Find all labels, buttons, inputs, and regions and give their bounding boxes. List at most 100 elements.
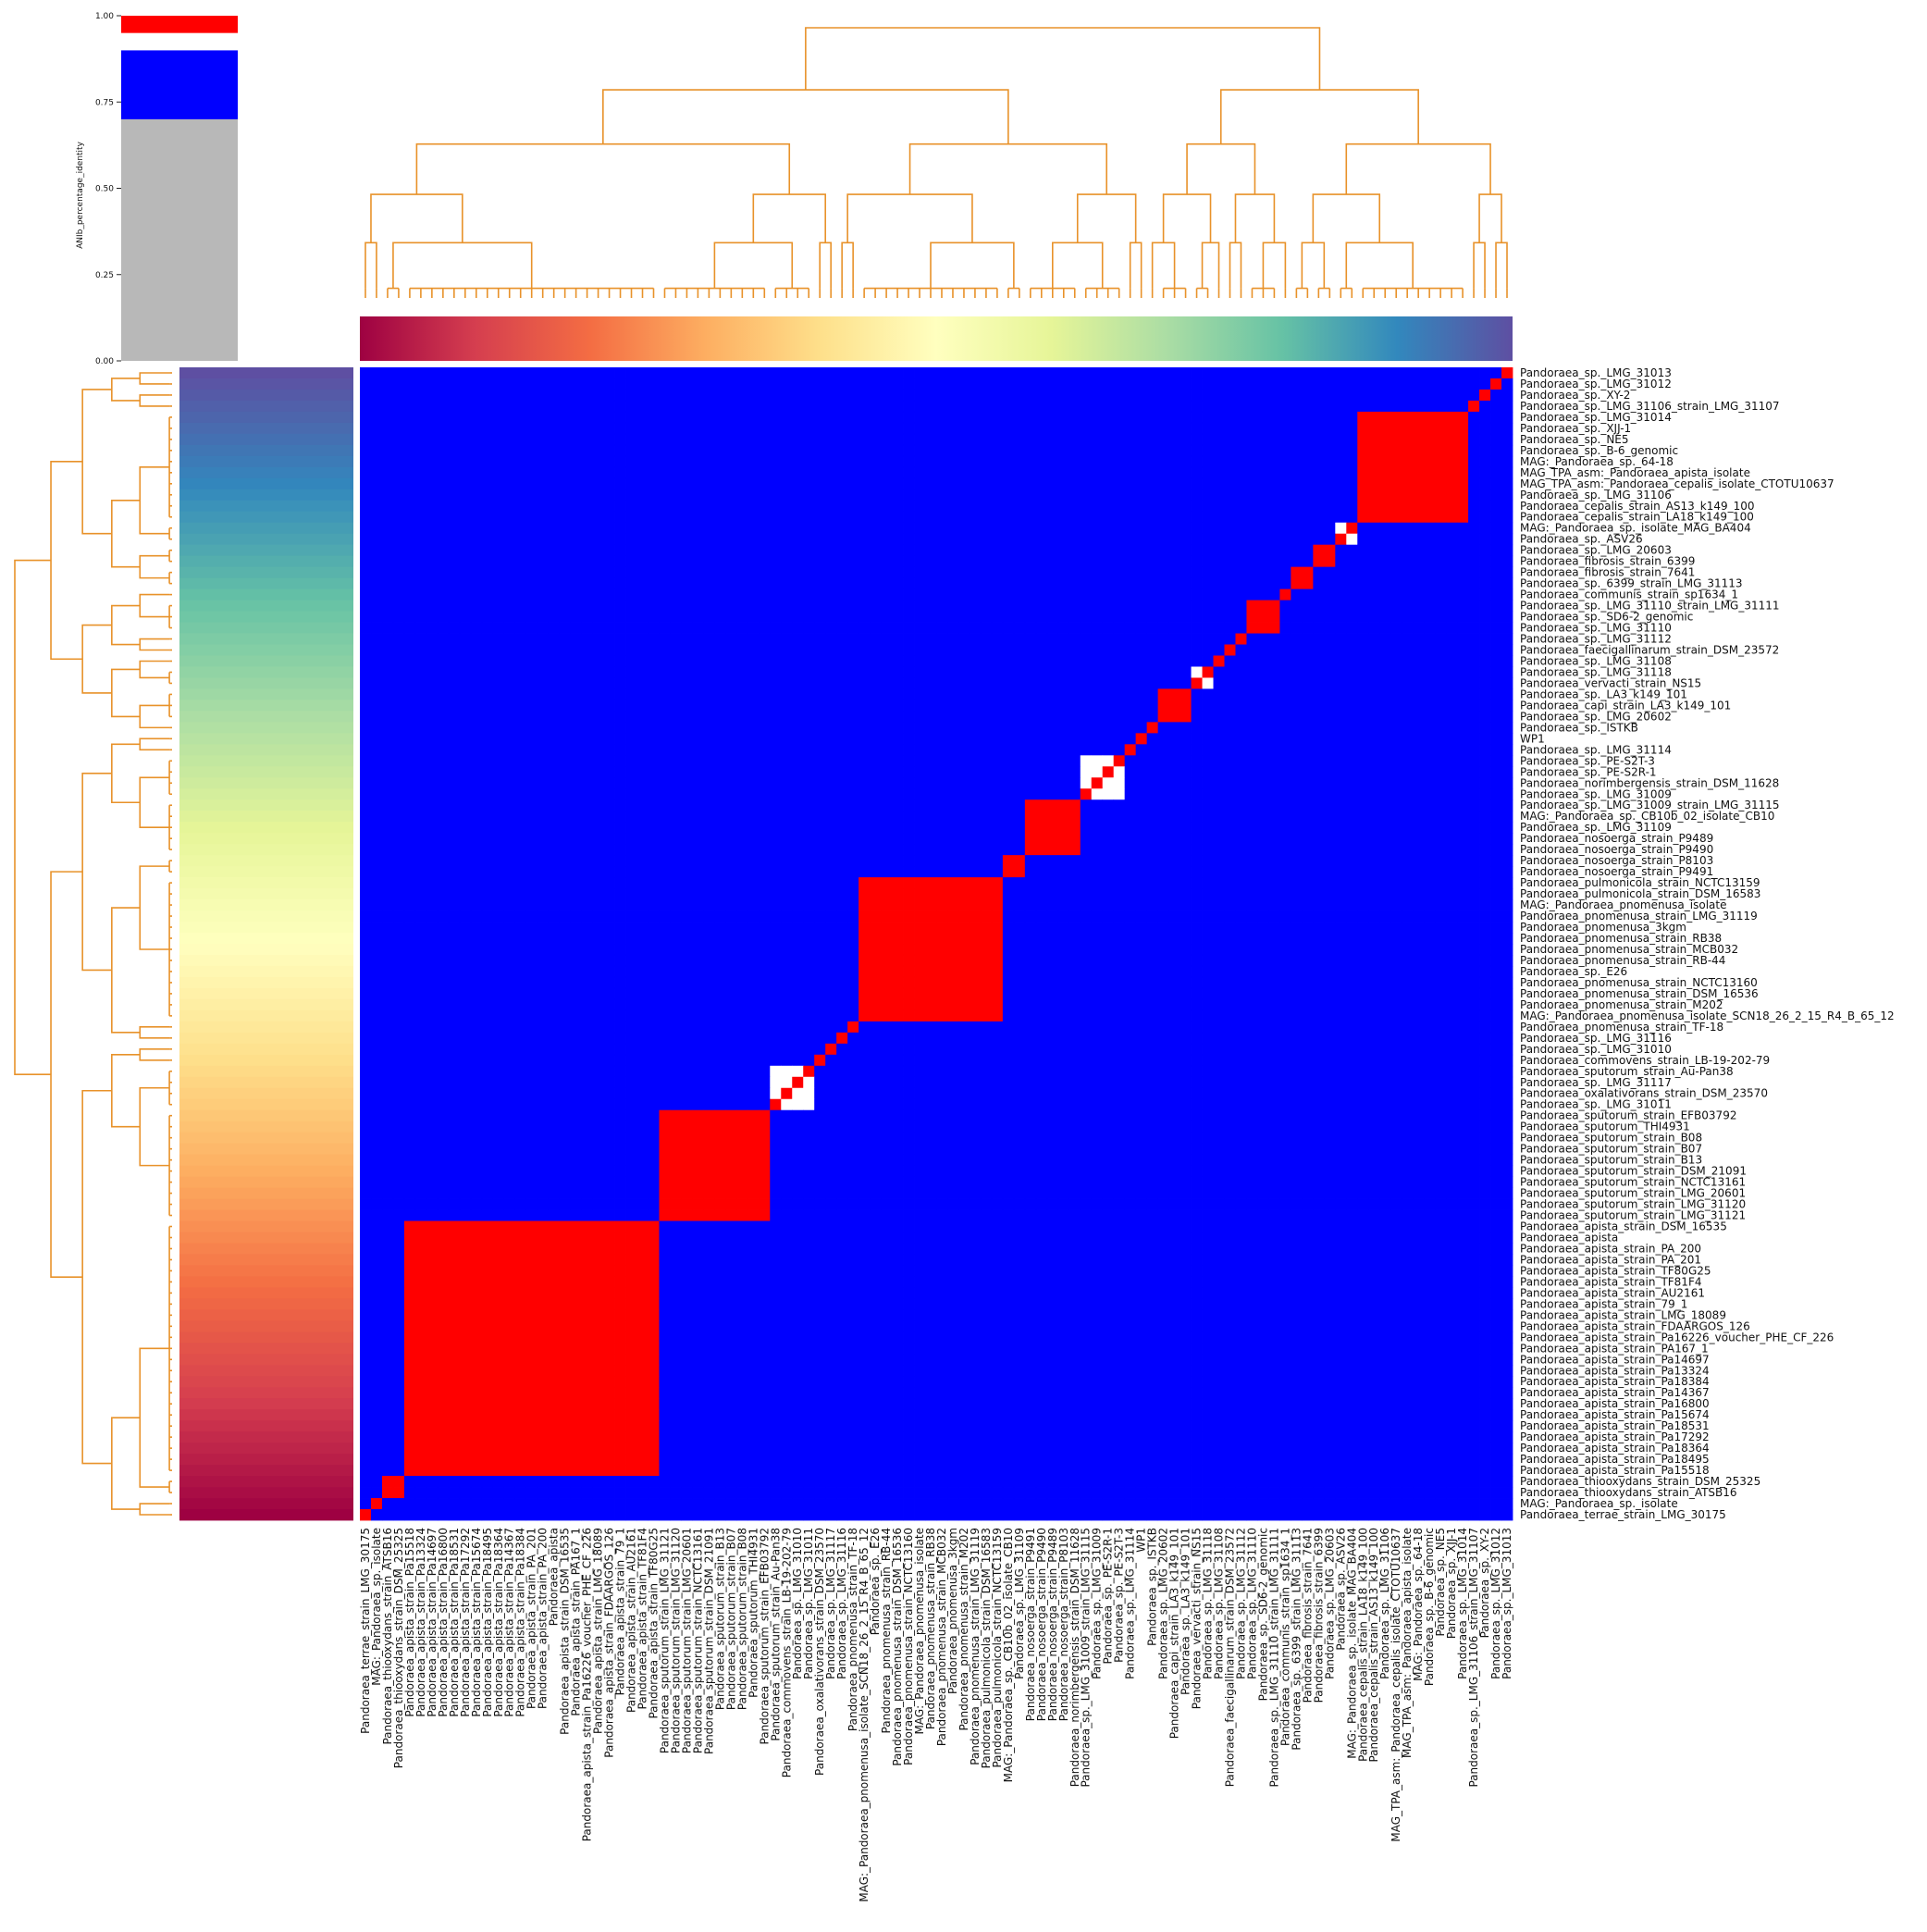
row-color-cell: [179, 522, 353, 535]
heatmap-cell: [1346, 700, 1358, 712]
heatmap-cell: [692, 744, 704, 756]
heatmap-cell: [903, 500, 915, 513]
heatmap-cell: [847, 611, 859, 623]
heatmap-cell: [614, 677, 626, 689]
heatmap-cell: [714, 666, 726, 678]
heatmap-cell: [1046, 755, 1059, 767]
heatmap-cell: [548, 755, 561, 767]
heatmap-cell: [770, 466, 782, 479]
heatmap-cell: [1080, 766, 1093, 778]
heatmap-cell: [991, 622, 1004, 634]
heatmap-cell: [1379, 777, 1391, 789]
heatmap-cell: [1279, 378, 1291, 390]
heatmap-cell: [747, 389, 760, 402]
heatmap-cell: [681, 700, 693, 712]
heatmap-cell: [836, 655, 848, 667]
heatmap-cell: [1257, 466, 1269, 479]
heatmap-cell: [1313, 433, 1325, 446]
heatmap-cell: [514, 455, 527, 468]
heatmap-cell: [814, 799, 826, 811]
heatmap-cell: [925, 822, 937, 834]
heatmap-cell: [814, 677, 826, 689]
heatmap-cell: [1057, 833, 1070, 845]
heatmap-cell: [1302, 367, 1314, 379]
heatmap-cell: [592, 755, 604, 767]
heatmap-cell: [692, 777, 704, 789]
heatmap-cell: [1113, 822, 1126, 834]
heatmap-cell: [525, 733, 538, 745]
heatmap-cell: [914, 522, 926, 535]
heatmap-cell: [1324, 544, 1336, 557]
heatmap-cell: [1446, 389, 1458, 402]
heatmap-cell: [1335, 389, 1347, 402]
heatmap-cell: [1213, 511, 1225, 524]
heatmap-cell: [1002, 788, 1015, 800]
heatmap-cell: [681, 378, 693, 390]
heatmap-cell: [403, 799, 416, 811]
heatmap-cell: [759, 788, 771, 800]
heatmap-cell: [892, 511, 904, 524]
heatmap-cell: [503, 422, 516, 435]
heatmap-cell: [1346, 711, 1358, 723]
heatmap-cell: [1268, 833, 1280, 845]
heatmap-cell: [1135, 522, 1148, 535]
heatmap-cell: [714, 622, 726, 634]
heatmap-cell: [570, 444, 583, 457]
heatmap-cell: [1346, 677, 1358, 689]
heatmap-cell: [392, 788, 405, 800]
heatmap-cell: [1013, 811, 1026, 823]
heatmap-cell: [414, 422, 427, 435]
heatmap-cell: [548, 411, 561, 424]
heatmap-cell: [781, 777, 793, 789]
heatmap-cell: [859, 600, 871, 612]
heatmap-cell: [426, 489, 439, 502]
heatmap-cell: [1424, 367, 1436, 379]
heatmap-cell: [1324, 677, 1336, 689]
heatmap-cell: [570, 788, 583, 800]
heatmap-cell: [759, 588, 771, 601]
heatmap-cell: [537, 378, 550, 390]
heatmap-cell: [1291, 400, 1303, 413]
heatmap-cell: [892, 389, 904, 402]
heatmap-cell: [803, 744, 815, 756]
heatmap-cell: [1279, 367, 1291, 379]
heatmap-cell: [1291, 788, 1303, 800]
heatmap-cell: [770, 777, 782, 789]
heatmap-cell: [1368, 433, 1380, 446]
heatmap-cell: [392, 444, 405, 457]
heatmap-cell: [692, 811, 704, 823]
heatmap-cell: [1235, 733, 1247, 745]
heatmap-cell: [1457, 722, 1469, 734]
heatmap-cell: [980, 511, 993, 524]
heatmap-cell: [946, 844, 959, 856]
heatmap-cell: [670, 455, 682, 468]
heatmap-cell: [514, 555, 527, 568]
heatmap-cell: [403, 711, 416, 723]
heatmap-cell: [936, 400, 948, 413]
row-color-cell: [179, 1287, 353, 1299]
heatmap-cell: [1279, 822, 1291, 834]
heatmap-cell: [925, 422, 937, 435]
heatmap-cell: [659, 500, 671, 513]
heatmap-cell: [1268, 666, 1280, 678]
heatmap-cell: [1424, 799, 1436, 811]
heatmap-cell: [1457, 777, 1469, 789]
heatmap-cell: [1490, 433, 1502, 446]
heatmap-cell: [870, 389, 882, 402]
heatmap-cell: [1235, 477, 1247, 490]
heatmap-cell: [1168, 799, 1180, 811]
heatmap-cell: [703, 755, 715, 767]
heatmap-cell: [1424, 633, 1436, 645]
heatmap-cell: [770, 722, 782, 734]
heatmap-cell: [370, 588, 383, 601]
heatmap-cell: [1024, 433, 1037, 446]
heatmap-cell: [381, 422, 394, 435]
heatmap-cell: [814, 400, 826, 413]
heatmap-cell: [1168, 777, 1180, 789]
heatmap-cell: [836, 378, 848, 390]
heatmap-cell: [792, 611, 804, 623]
heatmap-cell: [957, 378, 970, 390]
heatmap-cell: [747, 588, 760, 601]
heatmap-cell: [859, 389, 871, 402]
heatmap-cell: [957, 633, 970, 645]
